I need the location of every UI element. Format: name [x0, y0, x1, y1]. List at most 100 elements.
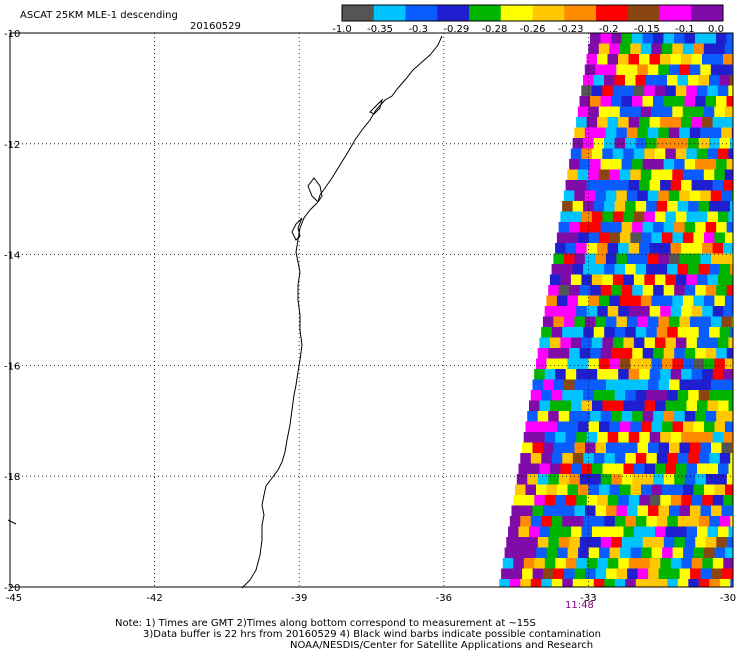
mle-cell — [724, 295, 733, 307]
mle-cell — [597, 117, 608, 128]
mle-cell — [607, 432, 619, 443]
mle-cell — [709, 579, 721, 587]
mle-cell — [674, 33, 685, 44]
mle-cell — [672, 484, 684, 496]
mle-cell — [565, 306, 577, 317]
mle-cell — [504, 547, 516, 559]
mle-cell — [604, 327, 616, 338]
mle-cell — [565, 558, 577, 569]
mle-cell — [684, 285, 696, 296]
mle-cell — [667, 390, 679, 401]
lon-tick-label: -45 — [6, 593, 22, 604]
mle-cell — [529, 400, 540, 412]
mle-cell — [623, 337, 635, 349]
mle-cell — [558, 474, 570, 485]
mle-cell — [698, 75, 710, 86]
mle-cell — [588, 484, 600, 496]
mle-cell — [591, 148, 603, 160]
mle-cell — [546, 484, 558, 496]
mle-cell — [688, 201, 699, 212]
mle-cell — [653, 33, 664, 44]
mle-cell — [661, 232, 673, 244]
mle-cell — [598, 232, 610, 244]
mle-cell — [527, 411, 539, 422]
mle-cell — [644, 274, 656, 286]
mle-cell — [649, 432, 661, 443]
lon-tick-label: -42 — [146, 593, 162, 604]
mle-cell — [668, 190, 680, 202]
mle-cell — [574, 505, 586, 517]
lat-tick-label: -12 — [4, 140, 20, 151]
mle-cell — [632, 474, 644, 485]
mle-cell — [721, 568, 733, 580]
mle-cell — [670, 306, 682, 317]
mle-cell — [618, 495, 630, 506]
mle-cell — [639, 243, 650, 254]
mle-cell — [696, 274, 708, 286]
mle-cell — [656, 264, 668, 275]
mle-cell — [709, 327, 721, 338]
mle-cell — [548, 537, 560, 548]
mle-cell — [728, 526, 733, 538]
mle-cell — [618, 369, 630, 380]
mle-cell — [609, 169, 621, 181]
mle-cell — [550, 400, 561, 412]
mle-cell — [600, 222, 612, 233]
mle-cell — [646, 516, 658, 527]
mle-cell — [726, 411, 733, 422]
mle-cell — [586, 243, 598, 254]
mle-cell — [698, 264, 710, 275]
mle-cell — [691, 243, 703, 254]
mle-cell — [677, 138, 689, 149]
mle-cell — [647, 127, 659, 139]
mle-cell — [605, 64, 617, 76]
mle-cell — [693, 232, 705, 244]
mle-cell — [607, 369, 619, 380]
mle-cell — [716, 96, 727, 107]
mle-cell — [520, 453, 532, 464]
mle-cell — [620, 484, 631, 496]
mle-cell — [588, 358, 600, 370]
mle-cell — [574, 253, 586, 265]
mle-cell — [644, 337, 656, 349]
mle-cell — [616, 442, 628, 454]
mle-cell — [595, 442, 607, 454]
mle-cell — [602, 526, 614, 538]
mle-cell — [556, 232, 568, 244]
mle-cell — [537, 474, 549, 485]
mle-cell — [637, 505, 649, 517]
mle-cell — [509, 579, 521, 587]
mle-cell — [628, 495, 640, 506]
mle-cell — [674, 159, 685, 170]
mle-cell — [583, 327, 595, 338]
mle-cell — [625, 579, 637, 587]
mle-cell — [709, 453, 721, 464]
mle-cell — [651, 484, 663, 496]
mle-cell — [674, 411, 686, 422]
mle-cell — [616, 379, 628, 391]
mle-cell — [651, 295, 663, 307]
colorbar-label: -0.28 — [481, 24, 507, 35]
mle-cell — [705, 96, 717, 107]
mle-cell — [681, 432, 693, 443]
mle-cell — [621, 537, 633, 548]
mle-cell — [705, 285, 717, 296]
colorbar-swatch — [405, 5, 438, 21]
mle-cell — [707, 148, 719, 160]
mle-cell — [548, 285, 560, 296]
mle-cell — [635, 201, 647, 212]
coastline-bay — [307, 177, 323, 203]
mle-cell — [616, 127, 628, 139]
mle-cell — [682, 295, 694, 307]
mle-cell — [522, 568, 533, 580]
mle-cell — [681, 243, 692, 254]
mle-cell — [625, 453, 637, 464]
mle-cell — [567, 547, 579, 559]
mle-cell — [614, 201, 626, 212]
mle-cell — [675, 85, 687, 97]
mle-cell — [700, 505, 712, 517]
mle-cell — [598, 358, 610, 370]
mle-cell — [570, 211, 582, 223]
mle-cell — [548, 474, 560, 485]
mle-cell — [536, 547, 547, 559]
